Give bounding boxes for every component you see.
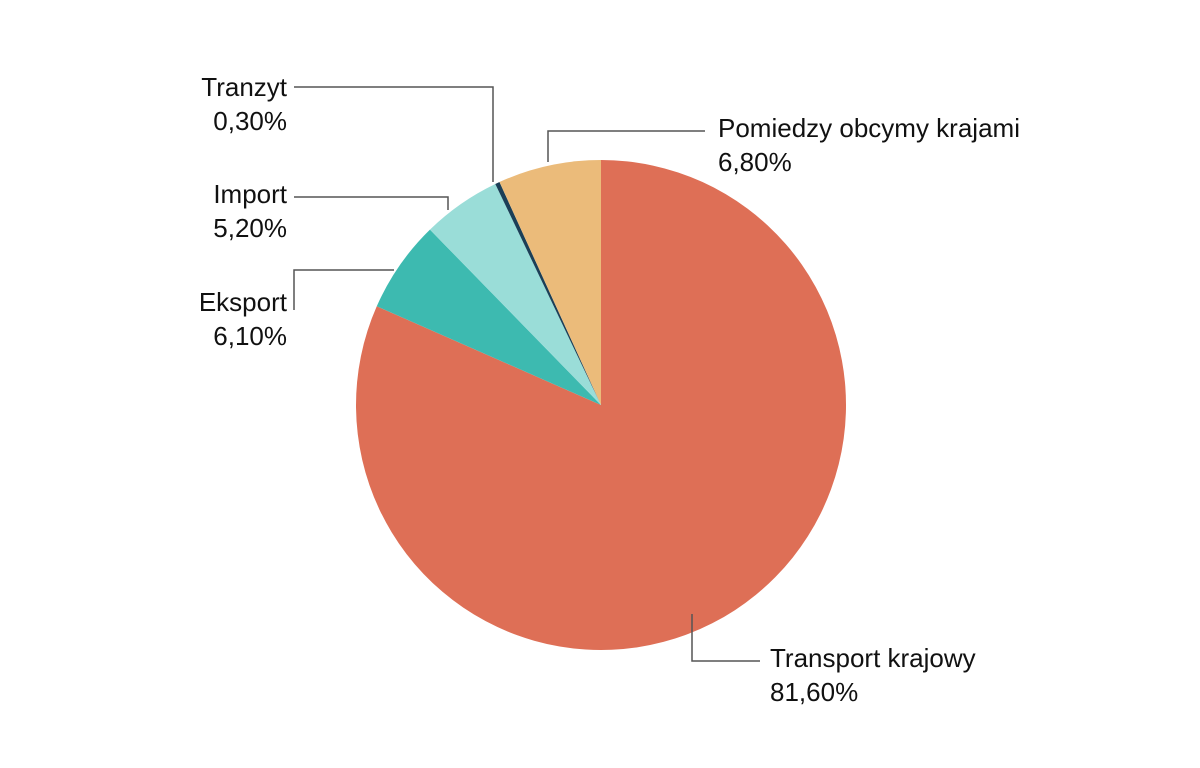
label-eksport-name: Eksport: [198, 287, 287, 317]
label-pomiedzy: Pomiedzy obcymy krajami 6,80%: [718, 111, 1020, 179]
label-import-value: 5,20%: [213, 213, 287, 243]
leader-line-pomiedzy: [547, 130, 705, 162]
label-import: Import 5,20%: [213, 177, 287, 245]
label-import-name: Import: [213, 179, 287, 209]
label-pomiedzy-value: 6,80%: [718, 147, 792, 177]
label-tranzyt-value: 0,30%: [213, 106, 287, 136]
leader-line-eksport: [293, 269, 394, 310]
leader-lines: [293, 86, 760, 662]
pie-slice-import: [429, 183, 601, 405]
pie-slice-transport-krajowy: [356, 160, 847, 650]
label-eksport: Eksport 6,10%: [199, 285, 287, 353]
label-transport-name: Transport krajowy: [770, 643, 976, 673]
label-tranzyt: Tranzyt 0,30%: [201, 70, 287, 138]
label-tranzyt-name: Tranzyt: [201, 72, 287, 102]
leader-line-import: [294, 196, 449, 210]
pie-slice-tranzyt: [495, 182, 601, 405]
label-transport: Transport krajowy 81,60%: [770, 641, 976, 709]
pie-slice-eksport: [376, 229, 601, 405]
leader-line-transport: [691, 614, 760, 662]
pie-slice-pomiedzy-obcymy-krajami: [499, 160, 601, 405]
label-transport-value: 81,60%: [770, 677, 859, 707]
label-eksport-value: 6,10%: [213, 321, 287, 351]
label-pomiedzy-name: Pomiedzy obcymy krajami: [718, 113, 1020, 143]
pie-slices: [356, 160, 847, 650]
leader-line-tranzyt: [294, 86, 494, 182]
